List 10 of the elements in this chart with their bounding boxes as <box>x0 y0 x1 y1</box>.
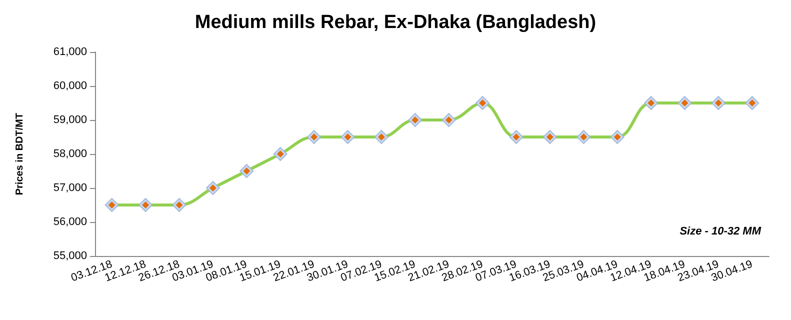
y-axis-title: Prices in BDT/MT <box>14 112 26 196</box>
y-tick-label: 59,000 <box>53 114 87 126</box>
y-tick-label: 61,000 <box>53 46 87 58</box>
y-tick-label: 58,000 <box>53 148 87 160</box>
annotation: Size - 10-32 MM <box>680 226 762 238</box>
y-tick-label: 56,000 <box>53 216 87 228</box>
chart-title: Medium mills Rebar, Ex-Dhaka (Bangladesh) <box>194 12 596 33</box>
y-tick-label: 57,000 <box>53 182 87 194</box>
y-tick-label: 55,000 <box>53 250 87 262</box>
y-tick-label: 60,000 <box>53 80 87 92</box>
